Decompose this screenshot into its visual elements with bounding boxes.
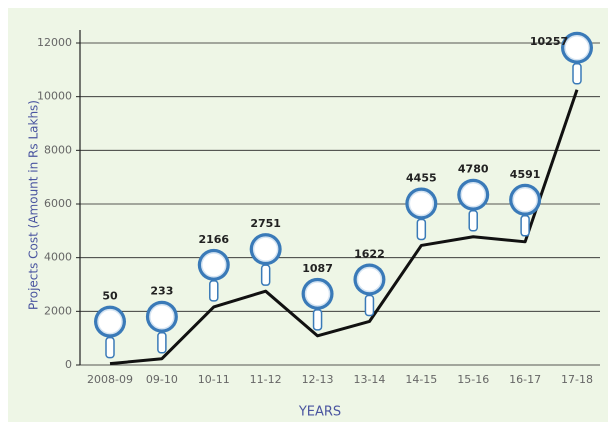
y-axis-title: Projects Cost (Amount in Rs Lakhs) bbox=[27, 100, 41, 310]
magnifier-handle bbox=[520, 215, 530, 237]
magnifier-marker bbox=[353, 263, 386, 317]
magnifier-marker bbox=[301, 277, 334, 331]
magnifier-handle bbox=[364, 294, 375, 317]
magnifier-marker bbox=[509, 183, 542, 237]
magnifier-lens bbox=[304, 281, 331, 307]
plot-background bbox=[8, 8, 608, 422]
x-tick-label: 13-14 bbox=[353, 373, 385, 386]
magnifier-marker bbox=[145, 300, 178, 354]
magnifier-handle bbox=[468, 209, 478, 232]
value-label: 2166 bbox=[198, 233, 229, 246]
magnifier-handle bbox=[572, 63, 582, 85]
x-tick-label: 16-17 bbox=[509, 373, 541, 386]
x-tick-label: 10-11 bbox=[198, 373, 230, 386]
value-label: 4591 bbox=[510, 168, 541, 181]
magnifier-lens bbox=[512, 187, 538, 213]
x-tick-label: 11-12 bbox=[250, 373, 282, 386]
y-tick-label: 12000 bbox=[37, 36, 72, 49]
magnifier-marker bbox=[561, 31, 593, 85]
y-tick-label: 10000 bbox=[37, 90, 72, 103]
magnifier-handle bbox=[312, 309, 323, 331]
value-label: 2751 bbox=[250, 217, 281, 230]
x-axis-title: YEARS bbox=[298, 405, 341, 420]
magnifier-marker bbox=[197, 248, 230, 302]
magnifier-lens bbox=[564, 35, 590, 61]
y-tick-label: 8000 bbox=[44, 143, 72, 156]
value-label: 4780 bbox=[458, 163, 489, 176]
magnifier-lens bbox=[356, 266, 383, 293]
magnifier-lens bbox=[460, 181, 486, 208]
magnifier-handle bbox=[105, 336, 115, 359]
magnifier-marker bbox=[249, 233, 282, 286]
magnifier-handle bbox=[260, 264, 271, 286]
x-tick-label: 09-10 bbox=[146, 373, 178, 386]
magnifier-handle bbox=[157, 331, 167, 354]
y-tick-label: 2000 bbox=[44, 304, 72, 317]
y-tick-label: 4000 bbox=[44, 251, 72, 264]
value-label: 233 bbox=[150, 285, 173, 298]
magnifier-lens bbox=[201, 252, 227, 278]
x-tick-label: 2008-09 bbox=[87, 373, 133, 386]
magnifier-lens bbox=[252, 236, 279, 262]
magnifier-lens bbox=[149, 303, 175, 330]
magnifier-marker bbox=[405, 187, 438, 241]
y-tick-label: 0 bbox=[65, 358, 72, 371]
magnifier-lens bbox=[97, 308, 123, 335]
value-label: 1622 bbox=[354, 247, 385, 260]
magnifier-lens bbox=[408, 190, 435, 217]
x-tick-label: 14-15 bbox=[405, 373, 437, 386]
value-label: 50 bbox=[102, 290, 118, 303]
value-label: 1087 bbox=[302, 262, 333, 275]
value-label: 4455 bbox=[406, 171, 437, 184]
x-tick-label: 15-16 bbox=[457, 373, 489, 386]
magnifier-marker bbox=[94, 305, 126, 359]
value-label: 10257 bbox=[530, 35, 568, 48]
magnifier-marker bbox=[457, 178, 490, 232]
x-tick-label: 17-18 bbox=[561, 373, 593, 386]
x-tick-label: 12-13 bbox=[302, 373, 334, 386]
magnifier-handle bbox=[416, 218, 427, 241]
magnifier-handle bbox=[209, 280, 219, 302]
y-tick-label: 6000 bbox=[44, 197, 72, 210]
data-line bbox=[109, 89, 579, 366]
